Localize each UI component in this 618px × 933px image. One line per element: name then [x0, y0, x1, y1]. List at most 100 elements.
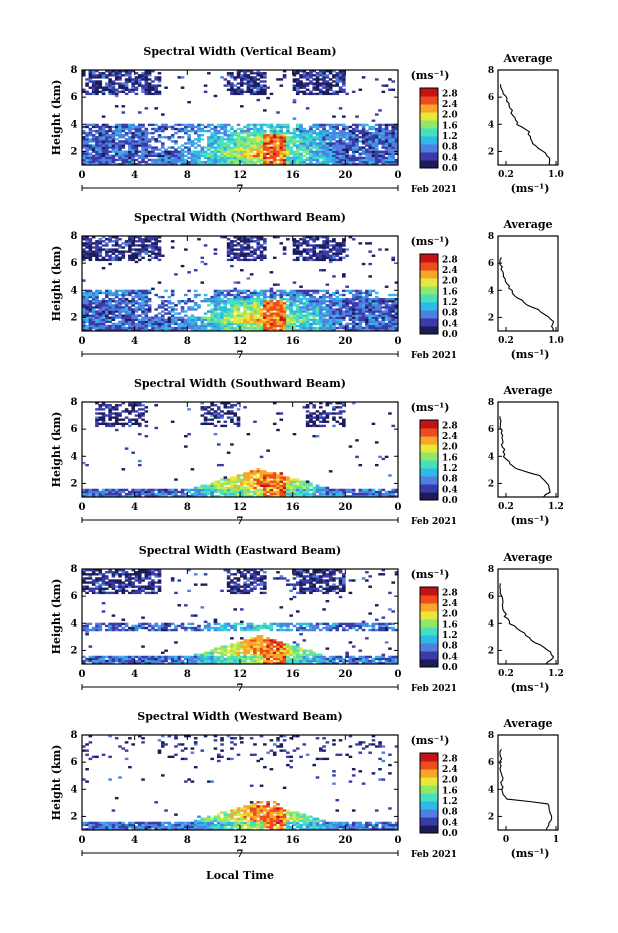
heatmap-cell [319, 314, 323, 316]
heatmap-cell [296, 314, 300, 316]
heatmap-cell [240, 74, 244, 76]
heatmap-cell [391, 321, 395, 323]
heatmap-cell [197, 493, 201, 495]
heatmap-cell [158, 296, 162, 298]
heatmap-cell [339, 489, 343, 491]
heatmap-cell [312, 78, 316, 80]
heatmap-cell [283, 325, 287, 327]
heatmap-cell [85, 242, 89, 244]
heatmap-cell [237, 134, 241, 136]
heatmap-cell [85, 292, 89, 294]
heatmap-cell [359, 124, 363, 126]
heatmap-cell [233, 257, 237, 259]
heatmap-cell [115, 248, 119, 250]
heatmap-cell [148, 151, 152, 153]
heatmap-cell [108, 257, 112, 259]
heatmap-cell [98, 493, 102, 495]
heatmap-cell [95, 259, 99, 261]
heatmap-cell [171, 134, 175, 136]
heatmap-cell [240, 78, 244, 80]
heatmap-cell [339, 153, 343, 155]
heatmap-cell [342, 128, 346, 130]
heatmap-cell [283, 161, 287, 163]
heatmap-cell [260, 144, 264, 146]
heatmap-cell [385, 300, 389, 302]
heatmap-cell [108, 292, 112, 294]
heatmap-cell [286, 487, 290, 489]
heatmap-cell [316, 425, 320, 427]
heatmap-cell [299, 493, 303, 495]
heatmap-cell [385, 159, 389, 161]
heatmap-cell [237, 257, 241, 259]
heatmap-cell [194, 146, 198, 148]
heatmap-cell [148, 93, 152, 95]
heatmap-cell [98, 84, 102, 86]
heatmap-cell [289, 290, 293, 292]
heatmap-cell [145, 314, 149, 316]
heatmap-cell [303, 151, 307, 153]
heatmap-cell [388, 130, 392, 132]
heatmap-cell [237, 416, 241, 418]
heatmap-cell [368, 132, 372, 134]
heatmap-cell [283, 138, 287, 140]
heatmap-cell [391, 306, 395, 308]
heatmap-cell [89, 132, 93, 134]
heatmap-cell [303, 138, 307, 140]
heatmap-cell [391, 130, 395, 132]
heatmap-cell [181, 306, 185, 308]
heatmap-cell [240, 84, 244, 86]
heatmap-cell [388, 153, 392, 155]
heatmap-cell [201, 323, 205, 325]
heatmap-cell [95, 82, 99, 84]
heatmap-cell [289, 478, 293, 480]
heatmap-cell [283, 124, 287, 126]
heatmap-cell [329, 140, 333, 142]
heatmap-cell [125, 80, 129, 82]
heatmap-cell [102, 240, 106, 242]
heatmap-cell [263, 140, 267, 142]
heatmap-cell [108, 80, 112, 82]
heatmap-cell [270, 138, 274, 140]
heatmap-cell [247, 294, 251, 296]
heatmap-cell [214, 304, 218, 306]
heatmap-cell [240, 153, 244, 155]
heatmap-cell [131, 155, 135, 157]
heatmap-cell [382, 298, 386, 300]
heatmap-cell [154, 84, 158, 86]
heatmap-cell [224, 151, 228, 153]
heatmap-cell [243, 246, 247, 248]
heatmap-cell [197, 238, 201, 240]
heatmap-cell [250, 476, 254, 478]
x-tick-label: 16 [286, 170, 300, 181]
heatmap-cell [240, 138, 244, 140]
heatmap-cell [237, 82, 241, 84]
heatmap-cell [326, 91, 330, 93]
heatmap-cell [286, 314, 290, 316]
heatmap-cell [382, 140, 386, 142]
heatmap-cell [312, 425, 316, 427]
heatmap-cell [177, 76, 181, 78]
heatmap-cell [293, 485, 297, 487]
heatmap-cell [95, 124, 99, 126]
heatmap-cell [385, 323, 389, 325]
heatmap-cell [122, 255, 126, 257]
heatmap-cell [217, 296, 221, 298]
heatmap-cell [138, 124, 142, 126]
heatmap-cell [217, 136, 221, 138]
heatmap-cell [115, 300, 119, 302]
heatmap-cell [312, 246, 316, 248]
heatmap-cell [131, 257, 135, 259]
heatmap-cell [224, 491, 228, 493]
heatmap-cell [280, 491, 284, 493]
heatmap-cell [108, 159, 112, 161]
heatmap-cell [89, 72, 93, 74]
heatmap-cell [283, 126, 287, 128]
heatmap-cell [250, 76, 254, 78]
heatmap-cell [362, 153, 366, 155]
heatmap-cell [233, 240, 237, 242]
heatmap-cell [187, 323, 191, 325]
heatmap-cell [220, 155, 224, 157]
heatmap-cell [388, 304, 392, 306]
heatmap-cell [237, 300, 241, 302]
heatmap-cell [312, 296, 316, 298]
